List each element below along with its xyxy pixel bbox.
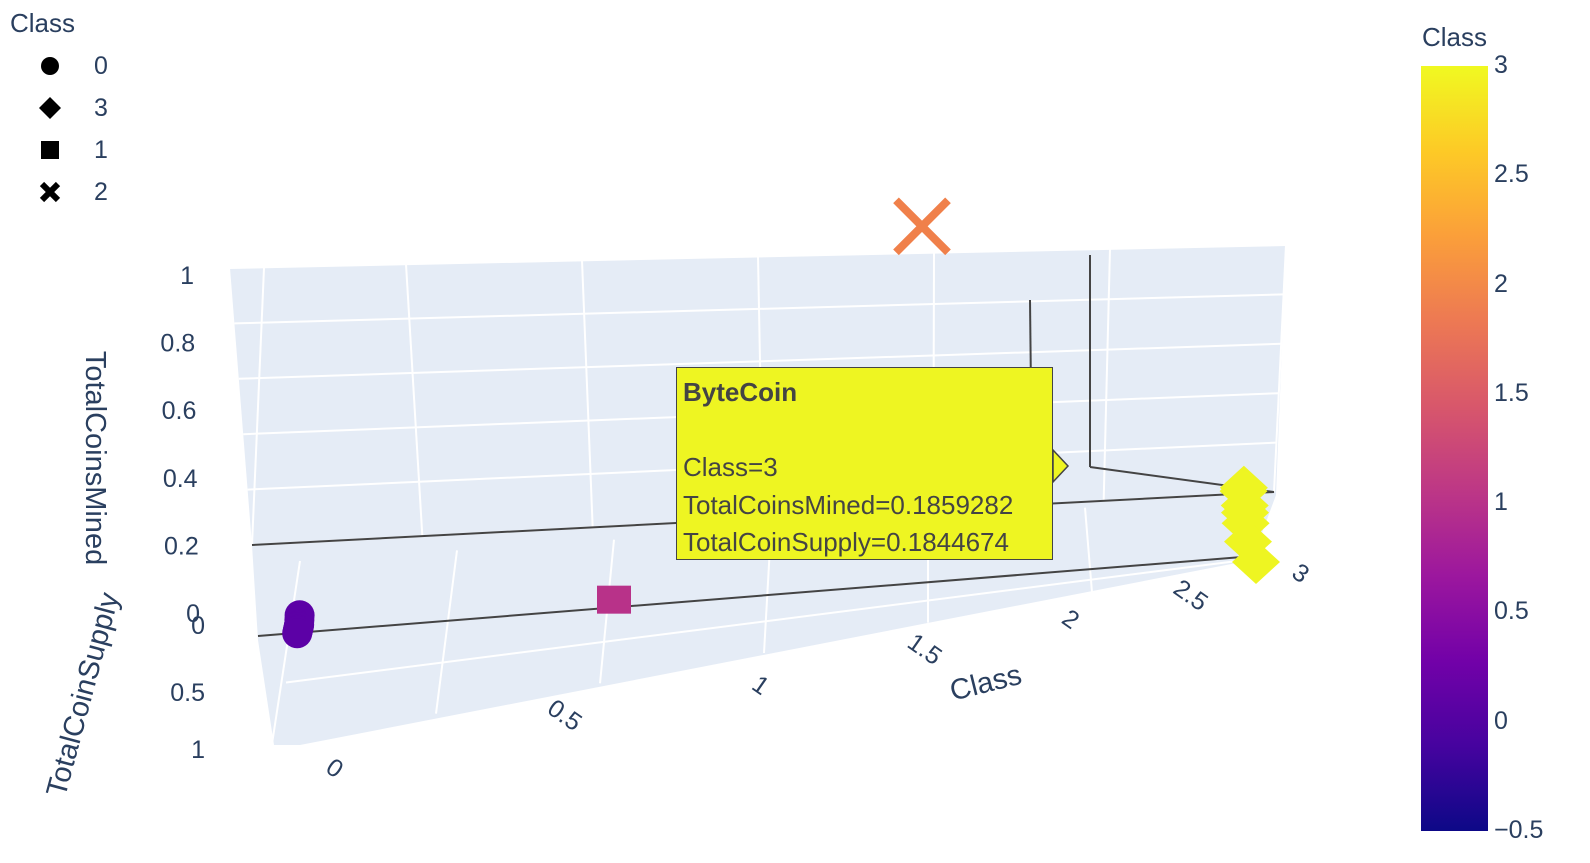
z-tick-label: 0.4: [163, 465, 198, 493]
colorbar-tick-label: 3: [1494, 51, 1508, 79]
z-tick-label: 0.6: [162, 397, 197, 425]
colorbar-tick-label: 2.5: [1494, 160, 1529, 189]
y-axis-title: TotalCoinSupply: [41, 589, 126, 800]
grid-line: [234, 293, 1284, 325]
grid-line: [405, 264, 424, 537]
x-tick-label: 2.5: [1168, 574, 1213, 617]
grid-line: [1084, 507, 1093, 593]
data-markers: [282, 197, 1280, 649]
grid-line: [435, 550, 458, 714]
colorbar-tick-label: 0: [1494, 706, 1508, 735]
tooltip-title: ByteCoin: [683, 377, 798, 407]
tooltip-class: Class=3: [683, 452, 778, 482]
x-icon: [38, 180, 62, 204]
legend-item-label: 0: [94, 51, 108, 80]
colorbar: [1421, 66, 1488, 831]
grid-line: [229, 244, 1287, 269]
diamond-icon: [38, 96, 62, 120]
point-class-3[interactable]: [1232, 540, 1280, 584]
x-tick-label: 2: [1057, 604, 1084, 635]
colorbar-tick-label: 0.5: [1494, 597, 1529, 626]
circle-icon: [38, 54, 62, 78]
tooltip-spacer: [683, 412, 1046, 450]
x-axis-title: Class: [947, 659, 1025, 708]
colorbar-tick-label: 1.5: [1494, 378, 1529, 407]
tooltip-coins-mined: TotalCoinsMined=0.1859282: [683, 489, 1014, 520]
grid-line: [271, 560, 301, 745]
grid-line: [238, 342, 1282, 380]
legend-item-3[interactable]: 3: [38, 90, 108, 126]
point-class-1[interactable]: [597, 585, 631, 614]
z-tick-label: 0: [186, 600, 200, 628]
grid-line: [1102, 248, 1111, 501]
grid-line: [285, 558, 1250, 684]
z-tick-label: 0.8: [160, 330, 195, 358]
point-class-2[interactable]: [893, 197, 951, 256]
y-tick-label: 1: [191, 736, 205, 764]
z-axis-title: TotalCoinsMined: [79, 351, 111, 565]
y-tick-label: 0: [191, 612, 205, 640]
colorbar-tick-label: 1: [1494, 488, 1508, 517]
legend-item-0[interactable]: 0: [38, 48, 108, 84]
grid-line: [581, 260, 594, 528]
square-icon: [38, 138, 62, 162]
z-tick-label: 0.2: [164, 532, 199, 560]
x-tick-label: 0.5: [542, 694, 587, 737]
legend-item-label: 1: [94, 135, 108, 164]
x-tick-label: 0: [321, 753, 348, 784]
x-tick-label: 3: [1287, 558, 1314, 589]
legend-item-2[interactable]: 2: [38, 174, 108, 210]
legend-item-label: 2: [94, 177, 108, 206]
hover-tooltip: ByteCoin Class=3 TotalCoinsMined=0.18592…: [676, 367, 1053, 560]
legend-item-1[interactable]: 1: [38, 132, 108, 168]
point-class-0[interactable]: [282, 618, 313, 649]
y-tick-label: 0.5: [170, 679, 205, 707]
legend-title: Class: [10, 8, 76, 38]
tooltip-coin-supply: TotalCoinSupply=0.1844674: [683, 527, 1009, 557]
x-tick-label: 1: [747, 670, 774, 701]
legend: Class 0 3 1 2: [0, 0, 160, 220]
tooltip-pointer: [1052, 448, 1070, 484]
x-tick-label: 1.5: [902, 628, 947, 671]
grid-line: [251, 267, 265, 546]
colorbar-tick-label: 2: [1494, 269, 1508, 298]
axis-line: [257, 556, 1243, 637]
z-tick-label: 1: [180, 262, 194, 290]
colorbar-title: Class: [1422, 22, 1488, 52]
grid-line: [1273, 244, 1287, 493]
legend-item-label: 3: [94, 93, 108, 122]
colorbar-tick-label: −0.5: [1494, 816, 1544, 844]
